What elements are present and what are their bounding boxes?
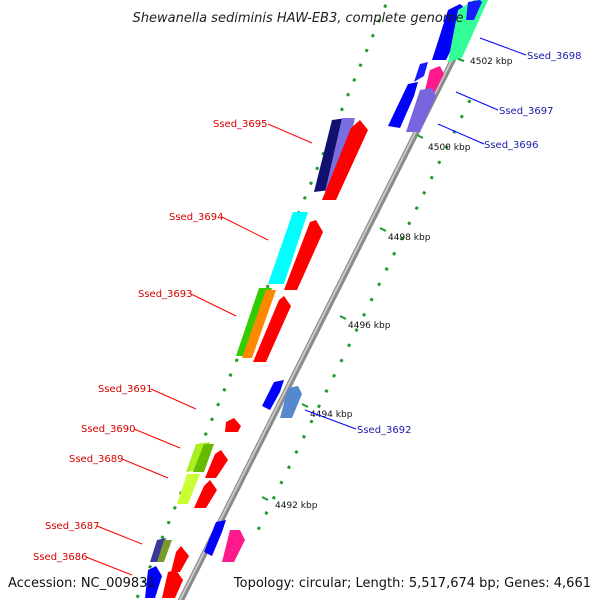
gene-label-3689[interactable]: Ssed_3689	[69, 454, 124, 465]
gc-track-inner	[256, 99, 472, 531]
reverse-leader-lines	[85, 123, 313, 576]
scale-ticks	[261, 58, 465, 501]
gene-block-3690[interactable]	[186, 442, 228, 478]
gene-block-3698[interactable]	[432, 0, 488, 62]
gene-block-3689[interactable]	[177, 474, 217, 508]
gene-label-3694[interactable]: Ssed_3694	[169, 212, 224, 223]
gene-block-3697[interactable]	[414, 62, 444, 94]
gene-label-3686[interactable]: Ssed_3686	[33, 552, 88, 563]
gene-label-3687[interactable]: Ssed_3687	[45, 521, 100, 532]
genome-title: Shewanella sediminis HAW-EB3, complete g…	[133, 11, 464, 26]
gene-label-3691[interactable]: Ssed_3691	[98, 384, 153, 395]
gene-label-3696[interactable]: Ssed_3696	[484, 140, 539, 151]
gene-block-bottom-forward[interactable]	[204, 520, 245, 562]
gene-label-3692[interactable]: Ssed_3692	[357, 425, 412, 436]
gene-block-3693[interactable]	[236, 288, 291, 362]
gene-label-3690[interactable]: Ssed_3690	[81, 424, 136, 435]
genome-backbone-highlight	[178, 0, 484, 600]
scale-label-4498: 4498 kbp	[388, 233, 431, 243]
gene-block-3692[interactable]	[262, 380, 302, 418]
gene-block-3696[interactable]	[388, 82, 436, 132]
forward-leader-lines	[304, 37, 527, 430]
scale-label-4494: 4494 kbp	[310, 410, 353, 420]
gene-label-3693[interactable]: Ssed_3693	[138, 289, 193, 300]
gene-block-3686[interactable]	[145, 566, 183, 598]
gene-block-3687[interactable]	[150, 538, 189, 572]
scale-label-4492: 4492 kbp	[275, 501, 318, 511]
genome-summary-text: Topology: circular; Length: 5,517,674 bp…	[233, 576, 591, 591]
gene-block-3695[interactable]	[314, 118, 368, 200]
gene-block-3694[interactable]	[268, 212, 323, 290]
accession-text: Accession: NC_009831	[8, 576, 156, 591]
scale-label-4496: 4496 kbp	[348, 321, 391, 331]
gene-label-3695[interactable]: Ssed_3695	[213, 119, 268, 130]
scale-label-4502: 4502 kbp	[470, 57, 513, 67]
gene-label-3698[interactable]: Ssed_3698	[527, 51, 582, 62]
scale-label-4500: 4500 kbp	[428, 143, 471, 153]
gene-block-3691[interactable]	[225, 418, 241, 432]
gene-label-3697[interactable]: Ssed_3697	[499, 106, 554, 117]
